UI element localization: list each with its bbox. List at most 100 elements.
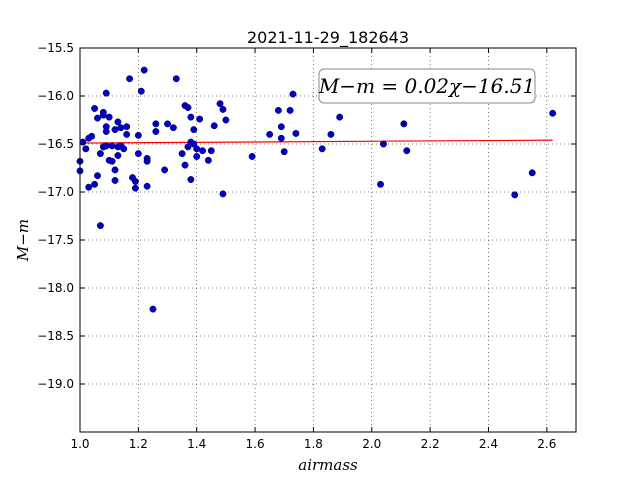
data-point bbox=[94, 172, 101, 180]
data-point bbox=[126, 75, 134, 83]
data-points bbox=[76, 66, 557, 313]
data-point bbox=[96, 222, 104, 230]
data-point bbox=[187, 113, 195, 121]
data-point bbox=[143, 157, 151, 165]
data-point bbox=[172, 75, 180, 83]
data-point bbox=[143, 182, 151, 190]
data-point bbox=[152, 128, 160, 135]
data-point bbox=[105, 113, 113, 121]
data-point bbox=[193, 145, 201, 153]
data-point bbox=[286, 106, 294, 114]
data-point bbox=[82, 145, 90, 153]
data-point bbox=[120, 145, 128, 153]
data-point bbox=[114, 152, 122, 159]
data-point bbox=[289, 90, 297, 98]
data-point bbox=[199, 147, 206, 155]
data-point bbox=[274, 106, 282, 114]
x-tick-label: 1.4 bbox=[187, 437, 206, 451]
y-tick-label: −17.5 bbox=[37, 233, 74, 247]
x-tick-label: 2.2 bbox=[421, 437, 440, 451]
fit-line bbox=[79, 139, 553, 144]
data-point bbox=[108, 142, 116, 150]
y-tick-labels: −15.5 −16.0 −16.5 −17.0 −17.5 −18.0 −18.5 −19.0 bbox=[37, 41, 74, 391]
data-point bbox=[511, 191, 519, 199]
data-point bbox=[123, 123, 131, 131]
data-point bbox=[528, 169, 536, 177]
data-point bbox=[131, 177, 139, 185]
data-point bbox=[178, 150, 186, 158]
data-point bbox=[181, 161, 189, 169]
data-point bbox=[187, 176, 195, 183]
data-point bbox=[280, 148, 288, 156]
data-point bbox=[134, 131, 142, 139]
data-point bbox=[190, 126, 198, 134]
y-tick-label: −19.0 bbox=[37, 377, 74, 391]
data-point bbox=[88, 132, 96, 140]
data-point bbox=[108, 157, 116, 165]
data-point bbox=[111, 126, 119, 134]
chart-title: 2021-11-29_182643 bbox=[247, 28, 409, 48]
y-tick-label: −16.5 bbox=[37, 137, 74, 151]
data-point bbox=[327, 130, 335, 138]
data-point bbox=[193, 153, 201, 160]
annotation-box: M−m = 0.02χ−16.51 bbox=[318, 68, 536, 104]
data-point bbox=[196, 115, 204, 123]
fit-line-group bbox=[79, 139, 553, 144]
data-point bbox=[219, 105, 227, 113]
data-point bbox=[85, 183, 93, 191]
data-point bbox=[111, 177, 119, 184]
data-point bbox=[169, 124, 177, 132]
data-point bbox=[266, 130, 274, 138]
data-point bbox=[379, 140, 387, 148]
data-point bbox=[403, 147, 411, 155]
data-point bbox=[161, 166, 169, 174]
data-point bbox=[219, 190, 227, 198]
y-tick-label: −17.0 bbox=[37, 185, 74, 199]
data-point bbox=[114, 118, 122, 126]
data-point bbox=[91, 180, 99, 188]
data-point bbox=[336, 113, 344, 121]
data-point bbox=[131, 184, 139, 192]
data-point bbox=[102, 89, 110, 97]
axis-ticks bbox=[79, 47, 576, 432]
x-tick-label: 1.0 bbox=[70, 437, 89, 451]
data-point bbox=[216, 100, 224, 108]
grid bbox=[79, 47, 576, 432]
data-point bbox=[137, 87, 145, 95]
data-point bbox=[222, 116, 230, 124]
y-tick-label: −15.5 bbox=[37, 41, 74, 55]
x-tick-label: 1.8 bbox=[304, 437, 323, 451]
data-point bbox=[102, 142, 110, 150]
data-point bbox=[123, 130, 131, 138]
data-point bbox=[96, 150, 104, 158]
data-point bbox=[248, 153, 256, 160]
x-axis-label: airmass bbox=[298, 456, 358, 474]
y-axis-label: M−m bbox=[14, 219, 32, 262]
data-point bbox=[549, 109, 557, 117]
data-point bbox=[140, 66, 148, 74]
data-point bbox=[152, 120, 160, 128]
data-point bbox=[210, 122, 218, 130]
data-point bbox=[164, 120, 171, 128]
x-tick-label: 1.2 bbox=[129, 437, 148, 451]
data-point bbox=[204, 156, 212, 164]
data-point bbox=[277, 134, 285, 142]
annotation-text: M−m = 0.02χ−16.51 bbox=[318, 74, 535, 98]
annotation-frame bbox=[318, 68, 536, 104]
x-tick-label: 2.4 bbox=[479, 437, 498, 451]
data-point bbox=[117, 124, 125, 132]
data-point bbox=[102, 128, 110, 135]
y-tick-label: −18.5 bbox=[37, 329, 74, 343]
data-point bbox=[94, 114, 101, 122]
data-point bbox=[149, 305, 157, 313]
data-point bbox=[377, 180, 384, 188]
x-tick-label: 1.6 bbox=[246, 437, 265, 451]
data-point bbox=[184, 104, 192, 111]
data-point bbox=[134, 150, 142, 158]
x-tick-label: 2.0 bbox=[362, 437, 381, 451]
data-point bbox=[277, 123, 285, 131]
data-point bbox=[111, 166, 119, 174]
data-point bbox=[318, 145, 326, 153]
data-point bbox=[292, 129, 300, 137]
